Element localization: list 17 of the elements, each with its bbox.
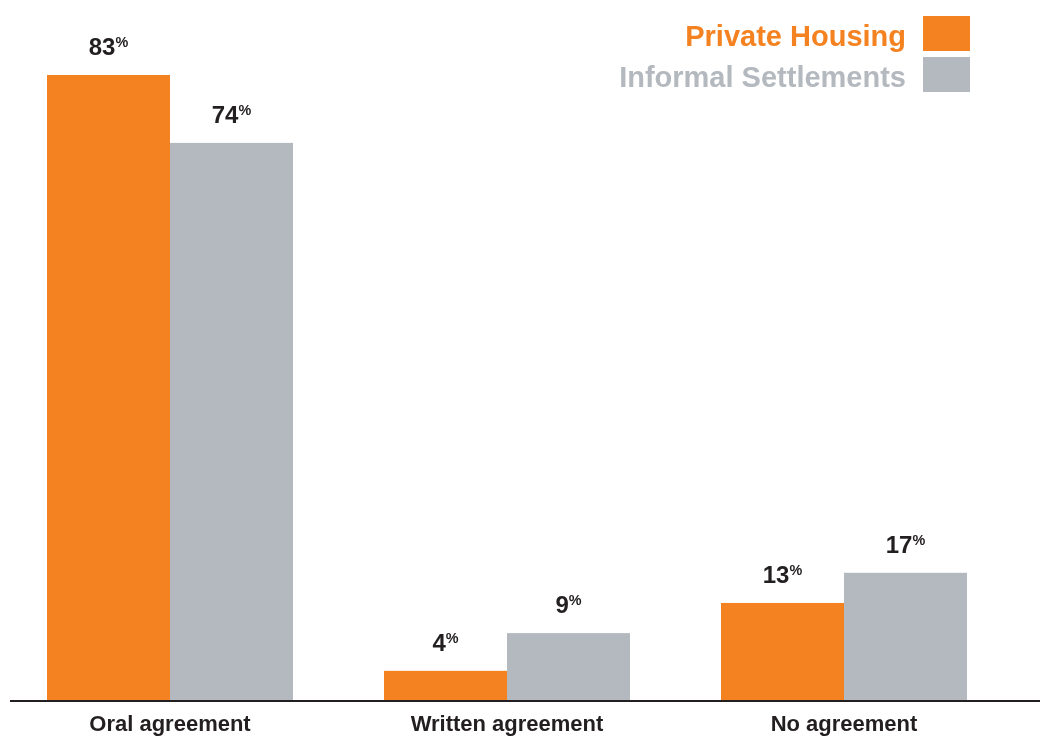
data-label: 13$^{%}$ — [762, 560, 803, 588]
legend-label: Private Housing — [685, 20, 906, 52]
bar — [844, 572, 967, 701]
bar — [170, 142, 294, 701]
bar — [507, 633, 630, 701]
data-label: 83$^{%}$ — [88, 33, 129, 60]
x-tick-label: Written agreement — [410, 711, 605, 736]
legend-label: Informal Settlements — [619, 61, 906, 93]
bar — [720, 602, 844, 701]
bar — [47, 75, 170, 701]
data-label: 17$^{%}$ — [885, 530, 926, 558]
x-tick-label: No agreement — [770, 711, 919, 736]
data-label: 74$^{%}$ — [211, 100, 252, 128]
data-label: 9$^{%}$ — [555, 591, 582, 619]
bar — [384, 670, 507, 701]
x-tick-label: Oral agreement — [89, 711, 252, 736]
data-label: 4$^{%}$ — [432, 628, 459, 656]
